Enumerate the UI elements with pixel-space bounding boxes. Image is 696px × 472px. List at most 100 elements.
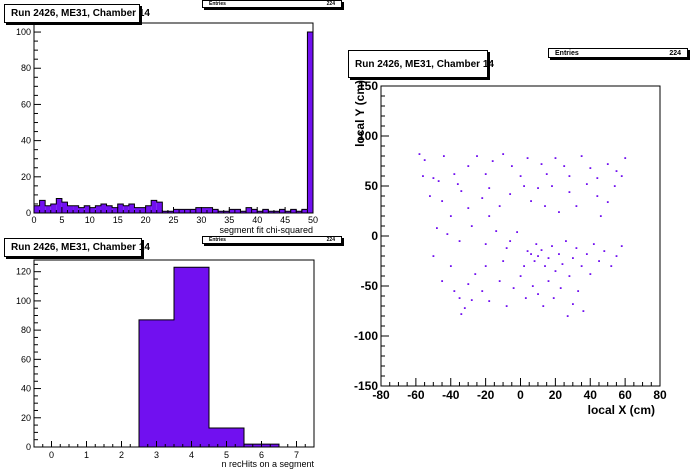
nhits-stats-value: 224: [326, 237, 335, 243]
xy-point: [476, 155, 478, 157]
xy-point: [441, 280, 444, 282]
nhits-bar: [139, 319, 174, 447]
chi2-bar: [301, 209, 308, 213]
xy-point: [547, 280, 550, 282]
xy-point: [615, 170, 618, 172]
xy-point: [589, 273, 592, 275]
chi2-bar: [190, 209, 196, 213]
chi2-x-tick-label: 30: [196, 215, 206, 225]
chi2-x-tick-label: 20: [141, 215, 151, 225]
nhits-x-tick-label: 5: [224, 450, 229, 460]
xy-point: [610, 265, 613, 267]
xy-point: [463, 307, 466, 309]
xy-title: Run 2426, ME31, Chamber 14: [348, 50, 494, 78]
xy-point: [436, 227, 438, 229]
chi2-outline: [33, 31, 314, 213]
xy-point: [432, 177, 435, 179]
xy-x-tick-label: 0: [517, 388, 524, 402]
xy-stats-value: 224: [669, 50, 681, 57]
chi2-stats-box: Entries 224: [202, 0, 342, 8]
xy-point: [568, 175, 571, 177]
xy-point: [519, 275, 522, 277]
xy-point: [551, 245, 553, 247]
chi2-x-tick-label: 15: [113, 215, 123, 225]
chi2-bar: [257, 211, 263, 213]
chi2-x-axis-label: segment fit chi-squared: [219, 225, 313, 235]
xy-point: [615, 255, 618, 257]
xy-y-tick-label: -50: [361, 279, 379, 293]
chi2-bar: [156, 202, 163, 213]
xy-point: [572, 257, 574, 259]
xy-point: [512, 287, 515, 289]
xy-point: [596, 177, 599, 179]
xy-point: [544, 205, 546, 207]
xy-point: [456, 183, 459, 185]
xy-x-tick-label: 40: [584, 388, 598, 402]
xy-point: [559, 287, 562, 289]
chi2-bar: [84, 205, 90, 213]
xy-point: [470, 225, 473, 227]
chi2-bar: [34, 205, 40, 213]
chi2-bar: [218, 211, 224, 213]
chi2-bar: [229, 209, 235, 213]
chi2-bar: [234, 209, 241, 213]
chi2-bar: [307, 32, 313, 213]
chi2-bar: [100, 203, 107, 213]
chi2-bar: [39, 200, 46, 213]
xy-point: [484, 173, 487, 175]
xy-x-tick-label: 80: [653, 388, 667, 402]
chi2-panel: 0 5 10 15 20 25 30 35 40 45 50 0 20 40 60 80 100 segment …: [0, 0, 346, 238]
xy-point: [488, 187, 491, 189]
chi2-x-tick-label: 40: [252, 215, 262, 225]
chi2-stats-label: Entries: [209, 1, 226, 7]
xy-point: [568, 191, 571, 193]
nhits-x-tick-label: 2: [119, 450, 124, 460]
nhits-bar: [174, 267, 209, 447]
xy-point: [498, 280, 501, 282]
chi2-y-tick-label: 60: [21, 99, 31, 109]
xy-y-tick-label: 100: [358, 129, 378, 143]
xy-point: [589, 167, 592, 169]
nhits-y-tick-label: 100: [16, 296, 31, 306]
xy-point: [624, 157, 627, 159]
chi2-x-tick-label: 5: [59, 215, 64, 225]
nhits-stats-label: Entries: [209, 237, 226, 243]
chi2-bar: [240, 211, 247, 213]
chi2-title: Run 2426, ME31, Chamber 14: [4, 4, 150, 23]
xy-point: [467, 283, 470, 285]
xy-point: [526, 157, 529, 159]
nhits-x-tick-label: 6: [259, 450, 264, 460]
xy-stats-label: Entries: [555, 50, 579, 57]
xy-point: [551, 185, 553, 187]
nhits-x-tick-label: 7: [294, 450, 299, 460]
xy-point: [620, 245, 623, 247]
chi2-histogram: 0 5 10 15 20 25 30 35 40 45 50 0 20 40 60 80 100 segment …: [16, 22, 318, 235]
xy-point: [554, 270, 557, 272]
xy-point: [558, 253, 560, 255]
nhits-x-axis-label: n recHits on a segment: [221, 459, 314, 469]
chi2-y-tick-label: 20: [21, 172, 31, 182]
chi2-bar: [56, 198, 62, 213]
xy-x-tick-label: -60: [407, 388, 425, 402]
xy-point: [544, 265, 546, 267]
chi2-bar: [123, 205, 129, 213]
xy-point: [502, 153, 505, 155]
xy-stats-box: Entries 224: [548, 48, 688, 58]
chi2-bar: [268, 211, 274, 213]
chi2-bar: [140, 207, 146, 213]
xy-point: [510, 165, 513, 167]
xy-point: [530, 253, 532, 255]
xy-point: [577, 290, 580, 292]
xy-point: [470, 299, 473, 301]
xy-point: [502, 260, 505, 262]
xy-point: [580, 155, 583, 157]
xy-point: [491, 160, 494, 162]
chi2-bar: [45, 205, 51, 213]
xy-point: [558, 211, 560, 213]
xy-point: [540, 163, 543, 165]
nhits-stats-box: Entries 224: [202, 236, 342, 244]
chi2-y-tick-label: 40: [21, 136, 31, 146]
xy-point: [505, 247, 508, 249]
xy-point: [449, 215, 452, 217]
xy-point: [423, 159, 426, 161]
